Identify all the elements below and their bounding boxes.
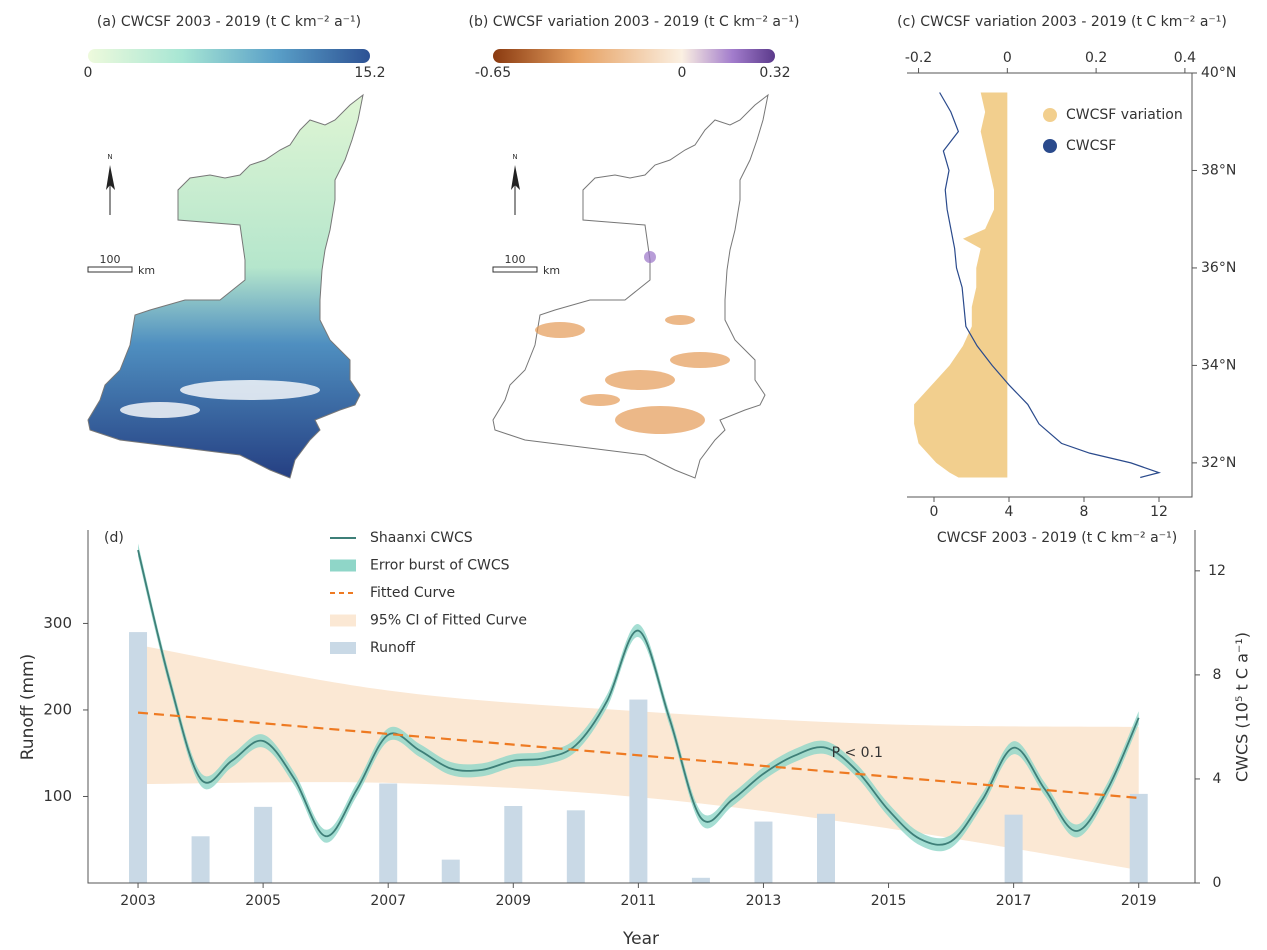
runoff-bar: [254, 806, 273, 883]
x-tick-label: 4: [1005, 504, 1014, 520]
y-tick-label: 38°N: [1201, 162, 1236, 178]
variation-patch: [644, 251, 656, 263]
legend-swatch: [330, 614, 356, 627]
runoff-bar: [129, 632, 148, 883]
x2-tick-label: -0.2: [905, 50, 932, 66]
colorbar-tick-label: 0: [84, 65, 93, 81]
panel-title: (a) CWCSF 2003 - 2019 (t C km⁻² a⁻¹): [97, 14, 361, 30]
north-arrow: [511, 165, 520, 190]
y-tick-label: 40°N: [1201, 65, 1236, 81]
province-map: [492, 93, 769, 479]
colorbar-tick-label: 15.2: [354, 65, 385, 81]
white-patch: [180, 380, 320, 400]
x-tick-label: 2009: [495, 893, 531, 909]
x-axis-title: CWCSF 2003 - 2019 (t C km⁻² a⁻¹): [937, 530, 1177, 546]
north-arrow: [106, 165, 115, 190]
x-tick-label: 2015: [871, 893, 907, 909]
x-tick-label: 2003: [120, 893, 156, 909]
legend-label: CWCSF: [1066, 138, 1116, 154]
x-axis-title: Year: [622, 929, 659, 949]
x-tick-label: 2013: [746, 893, 782, 909]
scale-bar: [492, 266, 538, 273]
panel-title: (b) CWCSF variation 2003 - 2019 (t C km⁻…: [469, 14, 800, 30]
legend-swatch: [330, 559, 356, 572]
runoff-bar: [504, 805, 523, 883]
panel-label: (d): [104, 530, 124, 546]
y2-tick-label: 4: [1213, 771, 1222, 787]
axis: [907, 72, 1193, 498]
legend-label: Fitted Curve: [370, 585, 455, 601]
y-tick-label: 34°N: [1201, 357, 1236, 373]
runoff-bar: [566, 810, 585, 883]
colorbar: [493, 49, 775, 63]
variation-patch: [535, 322, 585, 338]
colorbar: [88, 49, 370, 63]
x2-tick-label: 0.4: [1174, 50, 1196, 66]
x-tick-label: 8: [1080, 504, 1089, 520]
y-tick-label: 200: [43, 700, 72, 718]
y-tick-label: 100: [43, 787, 72, 805]
y-tick-label: 300: [43, 614, 72, 632]
panel-title: (c) CWCSF variation 2003 - 2019 (t C km⁻…: [897, 14, 1227, 30]
runoff-bar: [441, 859, 460, 883]
y2-tick-label: 0: [1213, 875, 1222, 891]
cwcs-line: [137, 549, 1140, 846]
x-tick-label: 2017: [996, 893, 1032, 909]
cwcsf-line: [939, 92, 1162, 479]
legend-label: CWCSF variation: [1066, 107, 1183, 123]
north-label: N: [107, 153, 112, 161]
runoff-bar: [1129, 793, 1148, 883]
y2-tick-label: 8: [1213, 667, 1222, 683]
runoff-bar: [379, 783, 398, 883]
runoff-bar: [817, 813, 835, 883]
x2-tick-label: 0: [1003, 50, 1012, 66]
variation-patch: [580, 394, 620, 406]
x-tick-label: 0: [930, 504, 939, 520]
variation-patch: [670, 352, 730, 368]
scale-unit: km: [138, 264, 155, 277]
colorbar-tick-label: 0: [678, 65, 687, 81]
y-tick-label: 32°N: [1201, 455, 1236, 471]
legend-swatch: [330, 642, 356, 654]
y-axis-title: Runoff (mm): [18, 654, 38, 761]
scale-unit: km: [543, 264, 560, 277]
x-tick-label: 2019: [1121, 893, 1157, 909]
fitted-line: [137, 711, 1139, 800]
variation-patch: [605, 370, 675, 390]
legend-swatch: [1043, 139, 1057, 153]
runoff-bar: [691, 877, 710, 883]
legend-label: 95% CI of Fitted Curve: [370, 613, 527, 629]
y2-axis-title: CWCS (10⁵ t C a⁻¹): [1233, 632, 1252, 782]
scale-bar: [87, 266, 133, 273]
variation-area: [914, 92, 1008, 478]
runoff-bar: [1004, 814, 1023, 883]
x-tick-label: 2011: [621, 893, 657, 909]
legend-label: Error burst of CWCS: [370, 558, 510, 574]
runoff-bar: [191, 836, 210, 883]
legend-label: Runoff: [370, 640, 415, 656]
y2-tick-label: 12: [1208, 563, 1226, 579]
axis: [87, 530, 1196, 884]
colorbar-tick-label: -0.65: [475, 65, 511, 81]
scale-label: 100: [100, 253, 121, 266]
legend-label: Shaanxi CWCS: [370, 530, 473, 546]
white-patch: [120, 402, 200, 418]
variation-patch: [665, 315, 695, 325]
colorbar-tick-label: 0.32: [759, 65, 790, 81]
variation-patch: [615, 406, 705, 434]
x2-tick-label: 0.2: [1085, 50, 1107, 66]
x-tick-label: 12: [1150, 504, 1168, 520]
y-tick-label: 36°N: [1201, 260, 1236, 276]
scale-label: 100: [505, 253, 526, 266]
x-tick-label: 2005: [245, 893, 281, 909]
runoff-bar: [629, 699, 648, 883]
annotation: P < 0.1: [832, 745, 883, 761]
province-map: [87, 93, 364, 479]
north-label: N: [512, 153, 517, 161]
x-tick-label: 2007: [370, 893, 406, 909]
runoff-bar: [754, 821, 773, 883]
legend-swatch: [1043, 108, 1057, 122]
